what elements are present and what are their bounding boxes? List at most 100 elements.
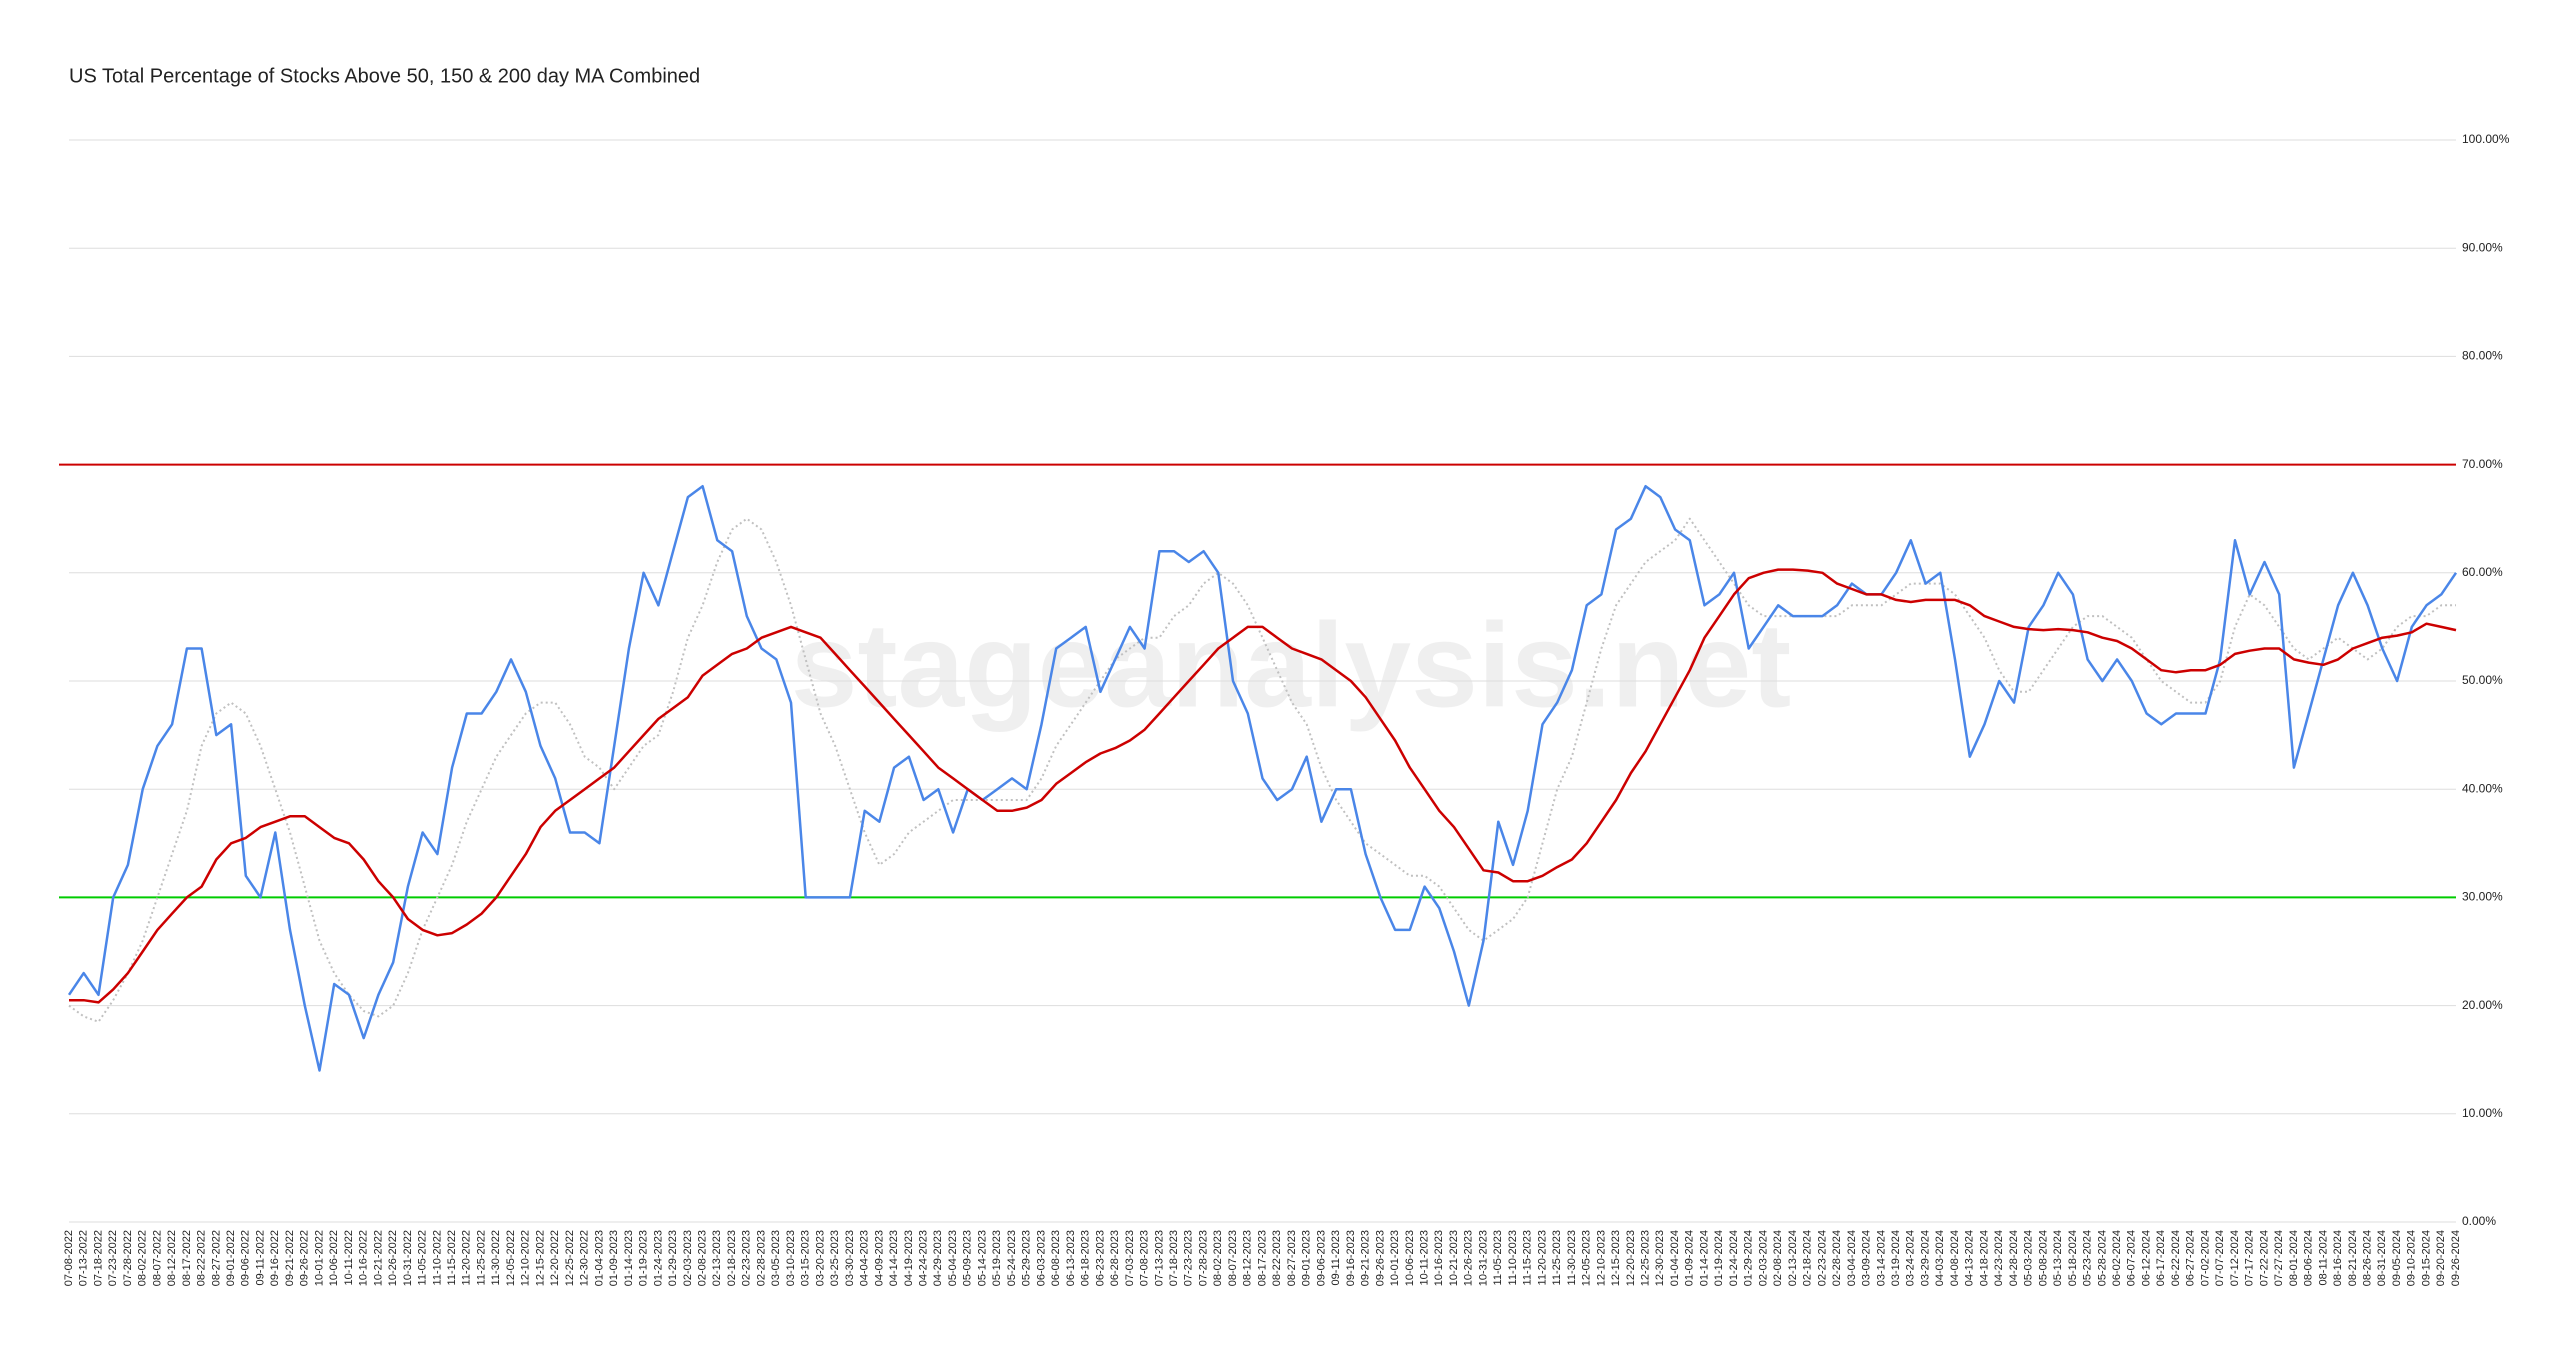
x-tick-label: 09-21-2023 bbox=[1360, 1230, 1372, 1286]
y-tick-label: 30.00% bbox=[2462, 890, 2503, 904]
x-tick-label: 12-25-2022 bbox=[564, 1230, 576, 1286]
x-tick-label: 10-26-2022 bbox=[387, 1230, 399, 1286]
x-tick-label: 04-04-2023 bbox=[859, 1230, 871, 1286]
x-tick-label: 01-09-2023 bbox=[608, 1230, 620, 1286]
x-tick-label: 08-31-2024 bbox=[2376, 1230, 2388, 1286]
x-tick-label: 09-26-2024 bbox=[2450, 1230, 2462, 1286]
x-tick-label: 12-30-2023 bbox=[1654, 1230, 1666, 1286]
x-tick-label: 10-01-2022 bbox=[313, 1230, 325, 1286]
y-tick-label: 60.00% bbox=[2462, 565, 2503, 579]
x-tick-label: 05-18-2024 bbox=[2067, 1230, 2079, 1286]
x-tick-label: 12-10-2023 bbox=[1595, 1230, 1607, 1286]
x-tick-label: 09-11-2023 bbox=[1330, 1230, 1342, 1285]
x-tick-label: 05-13-2024 bbox=[2052, 1230, 2064, 1286]
x-tick-label: 03-10-2023 bbox=[785, 1230, 797, 1286]
x-tick-label: 02-03-2023 bbox=[682, 1230, 694, 1286]
x-tick-label: 01-19-2024 bbox=[1713, 1230, 1725, 1286]
x-tick-label: 02-13-2024 bbox=[1787, 1230, 1799, 1286]
x-tick-label: 12-20-2022 bbox=[549, 1230, 561, 1286]
x-tick-label: 12-15-2023 bbox=[1610, 1230, 1622, 1286]
x-tick-label: 11-30-2023 bbox=[1566, 1230, 1578, 1285]
x-tick-label: 08-17-2022 bbox=[181, 1230, 193, 1286]
x-tick-label: 10-31-2022 bbox=[402, 1230, 414, 1286]
x-tick-label: 08-26-2024 bbox=[2361, 1230, 2373, 1286]
x-tick-label: 03-14-2024 bbox=[1875, 1230, 1887, 1286]
x-tick-label: 03-29-2024 bbox=[1919, 1230, 1931, 1286]
x-tick-label: 08-02-2023 bbox=[1212, 1230, 1224, 1286]
x-tick-label: 07-02-2024 bbox=[2199, 1230, 2211, 1286]
x-tick-label: 07-07-2024 bbox=[2214, 1230, 2226, 1286]
x-tick-label: 12-25-2023 bbox=[1640, 1230, 1652, 1286]
x-tick-label: 02-28-2023 bbox=[755, 1230, 767, 1286]
x-tick-label: 01-09-2024 bbox=[1684, 1230, 1696, 1286]
x-tick-label: 01-24-2024 bbox=[1728, 1230, 1740, 1286]
x-tick-label: 07-23-2023 bbox=[1183, 1230, 1195, 1286]
x-tick-label: 10-16-2022 bbox=[358, 1230, 370, 1286]
x-tick-label: 06-02-2024 bbox=[2111, 1230, 2123, 1286]
x-tick-label: 12-30-2022 bbox=[579, 1230, 591, 1286]
x-tick-label: 03-25-2023 bbox=[829, 1230, 841, 1286]
x-tick-label: 08-16-2024 bbox=[2332, 1230, 2344, 1286]
x-tick-label: 04-18-2024 bbox=[1978, 1230, 1990, 1286]
x-tick-label: 06-27-2024 bbox=[2185, 1230, 2197, 1286]
x-tick-label: 11-10-2022 bbox=[431, 1230, 443, 1285]
x-tick-label: 07-12-2024 bbox=[2229, 1230, 2241, 1286]
x-tick-label: 04-13-2024 bbox=[1964, 1230, 1976, 1286]
x-tick-label: 10-06-2022 bbox=[328, 1230, 340, 1286]
x-tick-label: 04-03-2024 bbox=[1934, 1230, 1946, 1286]
x-tick-label: 07-23-2022 bbox=[107, 1230, 119, 1286]
x-tick-label: 07-13-2022 bbox=[78, 1230, 90, 1286]
x-tick-label: 04-23-2024 bbox=[1993, 1230, 2005, 1286]
x-tick-label: 08-27-2023 bbox=[1286, 1230, 1298, 1286]
x-tick-label: 08-22-2022 bbox=[196, 1230, 208, 1286]
x-tick-label: 11-15-2023 bbox=[1522, 1230, 1534, 1285]
x-tick-label: 02-28-2024 bbox=[1831, 1230, 1843, 1286]
x-tick-label: 03-04-2024 bbox=[1846, 1230, 1858, 1286]
x-tick-label: 10-06-2023 bbox=[1404, 1230, 1416, 1286]
x-tick-label: 04-28-2024 bbox=[2008, 1230, 2020, 1286]
x-tick-label: 07-03-2023 bbox=[1124, 1230, 1136, 1286]
x-tick-label: 07-28-2023 bbox=[1197, 1230, 1209, 1286]
x-tick-label: 11-05-2022 bbox=[417, 1230, 429, 1285]
x-tick-label: 08-22-2023 bbox=[1271, 1230, 1283, 1286]
x-tick-label: 08-17-2023 bbox=[1256, 1230, 1268, 1286]
x-tick-label: 02-08-2023 bbox=[696, 1230, 708, 1286]
x-tick-label: 09-20-2024 bbox=[2435, 1230, 2447, 1286]
x-tick-label: 01-14-2024 bbox=[1698, 1230, 1710, 1286]
y-tick-label: 20.00% bbox=[2462, 998, 2503, 1012]
x-tick-label: 12-05-2022 bbox=[505, 1230, 517, 1286]
x-tick-label: 04-24-2023 bbox=[918, 1230, 930, 1286]
y-tick-label: 40.00% bbox=[2462, 781, 2503, 795]
y-tick-label: 10.00% bbox=[2462, 1106, 2503, 1120]
x-tick-label: 06-23-2023 bbox=[1094, 1230, 1106, 1286]
x-tick-label: 08-12-2022 bbox=[166, 1230, 178, 1286]
y-tick-label: 80.00% bbox=[2462, 349, 2503, 363]
x-tick-label: 09-21-2022 bbox=[284, 1230, 296, 1286]
x-tick-label: 11-20-2023 bbox=[1536, 1230, 1548, 1285]
x-tick-label: 06-28-2023 bbox=[1109, 1230, 1121, 1286]
x-tick-label: 08-02-2022 bbox=[137, 1230, 149, 1286]
x-tick-label: 08-12-2023 bbox=[1242, 1230, 1254, 1286]
x-tick-label: 05-24-2023 bbox=[1006, 1230, 1018, 1286]
x-tick-label: 08-21-2024 bbox=[2347, 1230, 2359, 1286]
x-tick-label: 05-08-2024 bbox=[2037, 1230, 2049, 1286]
x-tick-label: 09-01-2022 bbox=[225, 1230, 237, 1286]
x-tick-label: 03-19-2024 bbox=[1890, 1230, 1902, 1286]
x-tick-label: 10-01-2023 bbox=[1389, 1230, 1401, 1286]
x-tick-label: 07-22-2024 bbox=[2258, 1230, 2270, 1286]
series-line bbox=[68, 517, 2456, 1023]
y-tick-label: 100.00% bbox=[2462, 132, 2510, 146]
x-tick-label: 07-08-2023 bbox=[1139, 1230, 1151, 1286]
x-tick-label: 02-03-2024 bbox=[1757, 1230, 1769, 1286]
x-tick-label: 04-29-2023 bbox=[932, 1230, 944, 1286]
x-tick-label: 07-08-2022 bbox=[63, 1230, 75, 1286]
x-tick-label: 11-10-2023 bbox=[1507, 1230, 1519, 1285]
watermark: stageanalysis.net bbox=[791, 599, 1792, 733]
x-tick-label: 08-07-2023 bbox=[1227, 1230, 1239, 1286]
x-tick-label: 08-01-2024 bbox=[2288, 1230, 2300, 1286]
x-tick-label: 06-07-2024 bbox=[2126, 1230, 2138, 1286]
x-tick-label: 09-05-2024 bbox=[2391, 1230, 2403, 1286]
x-tick-label: 05-09-2023 bbox=[962, 1230, 974, 1286]
x-tick-label: 07-28-2022 bbox=[122, 1230, 134, 1286]
